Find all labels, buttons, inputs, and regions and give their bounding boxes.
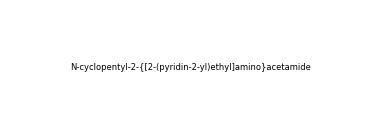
Text: N-cyclopentyl-2-{[2-(pyridin-2-yl)ethyl]amino}acetamide: N-cyclopentyl-2-{[2-(pyridin-2-yl)ethyl]… — [71, 63, 311, 72]
